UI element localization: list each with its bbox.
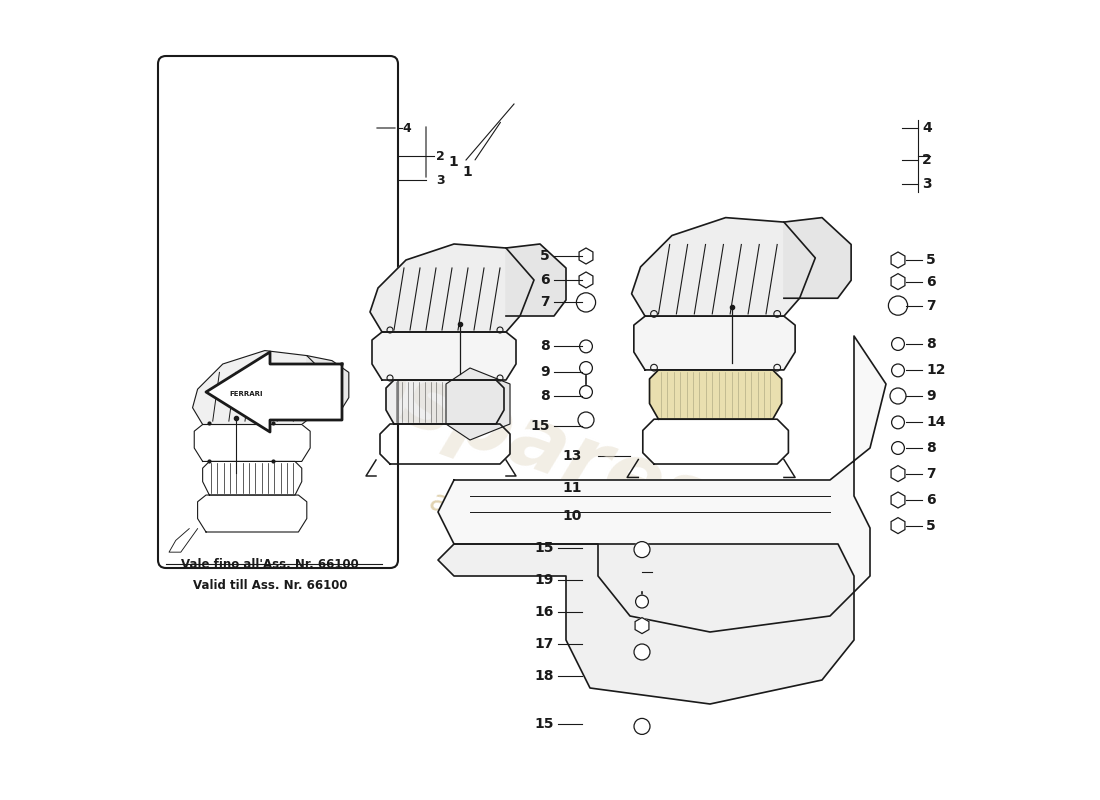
- Polygon shape: [649, 370, 782, 419]
- Circle shape: [892, 442, 904, 454]
- Text: 8: 8: [540, 339, 550, 354]
- Circle shape: [890, 388, 906, 404]
- Text: 19: 19: [535, 573, 554, 587]
- Polygon shape: [438, 544, 854, 704]
- Text: FERRARI: FERRARI: [230, 391, 263, 398]
- Polygon shape: [446, 368, 510, 440]
- Text: 1: 1: [449, 155, 458, 170]
- Polygon shape: [386, 380, 504, 424]
- Polygon shape: [370, 244, 534, 332]
- Circle shape: [580, 340, 593, 353]
- Text: 6: 6: [540, 273, 550, 287]
- Text: Valid till Ass. Nr. 66100: Valid till Ass. Nr. 66100: [192, 579, 348, 592]
- Circle shape: [634, 718, 650, 734]
- Text: 13: 13: [562, 449, 582, 463]
- Polygon shape: [506, 244, 566, 316]
- Text: 4: 4: [922, 121, 932, 135]
- FancyBboxPatch shape: [158, 56, 398, 568]
- Circle shape: [580, 362, 593, 374]
- Text: 7: 7: [926, 466, 936, 481]
- Text: 5: 5: [926, 253, 936, 267]
- Text: 7: 7: [926, 298, 936, 313]
- Polygon shape: [438, 336, 886, 632]
- Text: 4: 4: [402, 122, 410, 134]
- Circle shape: [576, 293, 595, 312]
- Text: 5: 5: [540, 249, 550, 263]
- Text: 8: 8: [926, 441, 936, 455]
- Circle shape: [636, 595, 648, 608]
- Circle shape: [634, 542, 650, 558]
- Text: 6: 6: [926, 274, 936, 289]
- Text: Vale fino all'Ass. Nr. 66100: Vale fino all'Ass. Nr. 66100: [182, 558, 359, 570]
- Text: 8: 8: [926, 337, 936, 351]
- Text: 8: 8: [540, 389, 550, 403]
- Circle shape: [634, 644, 650, 660]
- Text: 11: 11: [562, 481, 582, 495]
- Polygon shape: [784, 218, 851, 298]
- Circle shape: [578, 412, 594, 428]
- Text: 2: 2: [922, 153, 932, 167]
- Text: 18: 18: [535, 669, 554, 683]
- Text: 16: 16: [535, 605, 554, 619]
- Text: 10: 10: [562, 509, 582, 523]
- Text: 12: 12: [926, 363, 946, 378]
- Text: 14: 14: [926, 415, 946, 430]
- Text: 17: 17: [535, 637, 554, 651]
- Polygon shape: [631, 218, 815, 316]
- Polygon shape: [192, 350, 332, 425]
- Text: 3: 3: [437, 174, 446, 186]
- Text: 15: 15: [535, 717, 554, 731]
- Text: 5: 5: [926, 518, 936, 533]
- Circle shape: [892, 338, 904, 350]
- Circle shape: [892, 364, 904, 377]
- Text: eurospares: eurospares: [184, 284, 724, 548]
- Text: 7: 7: [540, 295, 550, 310]
- Circle shape: [889, 296, 908, 315]
- Text: 15: 15: [530, 418, 550, 433]
- Circle shape: [892, 416, 904, 429]
- Text: 1: 1: [462, 122, 501, 179]
- Polygon shape: [634, 316, 795, 370]
- Text: 2: 2: [437, 150, 446, 162]
- Text: 15: 15: [535, 541, 554, 555]
- Text: 9: 9: [926, 389, 936, 403]
- Text: 6: 6: [926, 493, 936, 507]
- Text: a passion for parts: a passion for parts: [426, 486, 706, 602]
- Polygon shape: [307, 355, 349, 411]
- Text: 9: 9: [540, 365, 550, 379]
- Polygon shape: [372, 332, 516, 380]
- Polygon shape: [206, 352, 342, 432]
- Text: 3: 3: [922, 177, 932, 191]
- Circle shape: [580, 386, 593, 398]
